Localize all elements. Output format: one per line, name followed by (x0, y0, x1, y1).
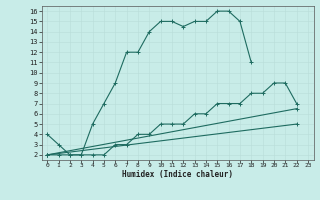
X-axis label: Humidex (Indice chaleur): Humidex (Indice chaleur) (122, 170, 233, 179)
